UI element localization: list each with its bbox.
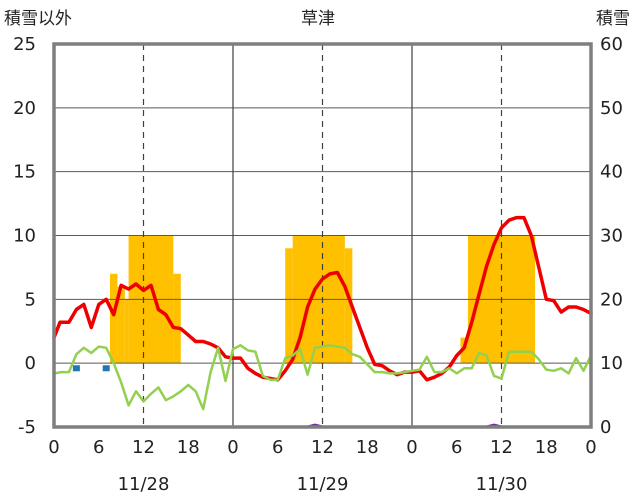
left-tick-label: 5 xyxy=(25,289,36,310)
hour-tick-label: 0 xyxy=(227,437,238,458)
bar-2 xyxy=(124,299,129,364)
hour-tick-label: 12 xyxy=(311,437,334,458)
left-tick-label: 0 xyxy=(25,353,36,374)
left-tick-label: 15 xyxy=(13,162,36,183)
hour-tick-label: 18 xyxy=(535,437,558,458)
series-line-red xyxy=(52,215,593,382)
bar-5 xyxy=(285,248,293,364)
right-tick-label: 40 xyxy=(600,162,623,183)
left-tick-label: 20 xyxy=(13,98,36,119)
date-label: 11/29 xyxy=(297,474,349,495)
hour-tick-label: 0 xyxy=(48,437,59,458)
plot-frame xyxy=(52,42,593,429)
series-line-green xyxy=(52,344,593,411)
frame-border xyxy=(52,42,593,429)
marker-0 xyxy=(72,365,80,372)
right-tick-label: 60 xyxy=(600,34,623,55)
hour-tick-label: 18 xyxy=(356,437,379,458)
hour-tick-label: 12 xyxy=(132,437,155,458)
gridlines xyxy=(54,44,591,427)
right-tick-label: 10 xyxy=(600,353,623,374)
date-label: 11/30 xyxy=(476,474,528,495)
hour-tick-label: 6 xyxy=(93,437,104,458)
bar-1 xyxy=(117,286,125,364)
hour-tick-label: 18 xyxy=(177,437,200,458)
chart-title: 草津 xyxy=(301,9,335,29)
hour-tick-label: 0 xyxy=(585,437,596,458)
bar-7 xyxy=(344,248,353,364)
right-tick-label: 0 xyxy=(600,417,611,438)
hour-tick-label: 0 xyxy=(406,437,417,458)
right-tick-label: 30 xyxy=(600,226,623,247)
bar-8 xyxy=(460,337,468,364)
left-axis-title: 積雪以外 xyxy=(4,9,72,29)
right-axis-title: 積雪 xyxy=(596,9,630,29)
marker-1 xyxy=(102,365,110,372)
hour-tick-label: 6 xyxy=(451,437,462,458)
left-tick-label: 25 xyxy=(13,34,36,55)
right-tick-label: 20 xyxy=(600,289,623,310)
hour-tick-label: 6 xyxy=(272,437,283,458)
bar-4 xyxy=(173,273,181,364)
left-tick-label: -5 xyxy=(18,417,36,438)
date-label: 11/28 xyxy=(118,474,170,495)
bar-0 xyxy=(109,273,118,364)
hour-tick-label: 12 xyxy=(490,437,513,458)
right-tick-label: 50 xyxy=(600,98,623,119)
left-tick-label: 10 xyxy=(13,226,36,247)
